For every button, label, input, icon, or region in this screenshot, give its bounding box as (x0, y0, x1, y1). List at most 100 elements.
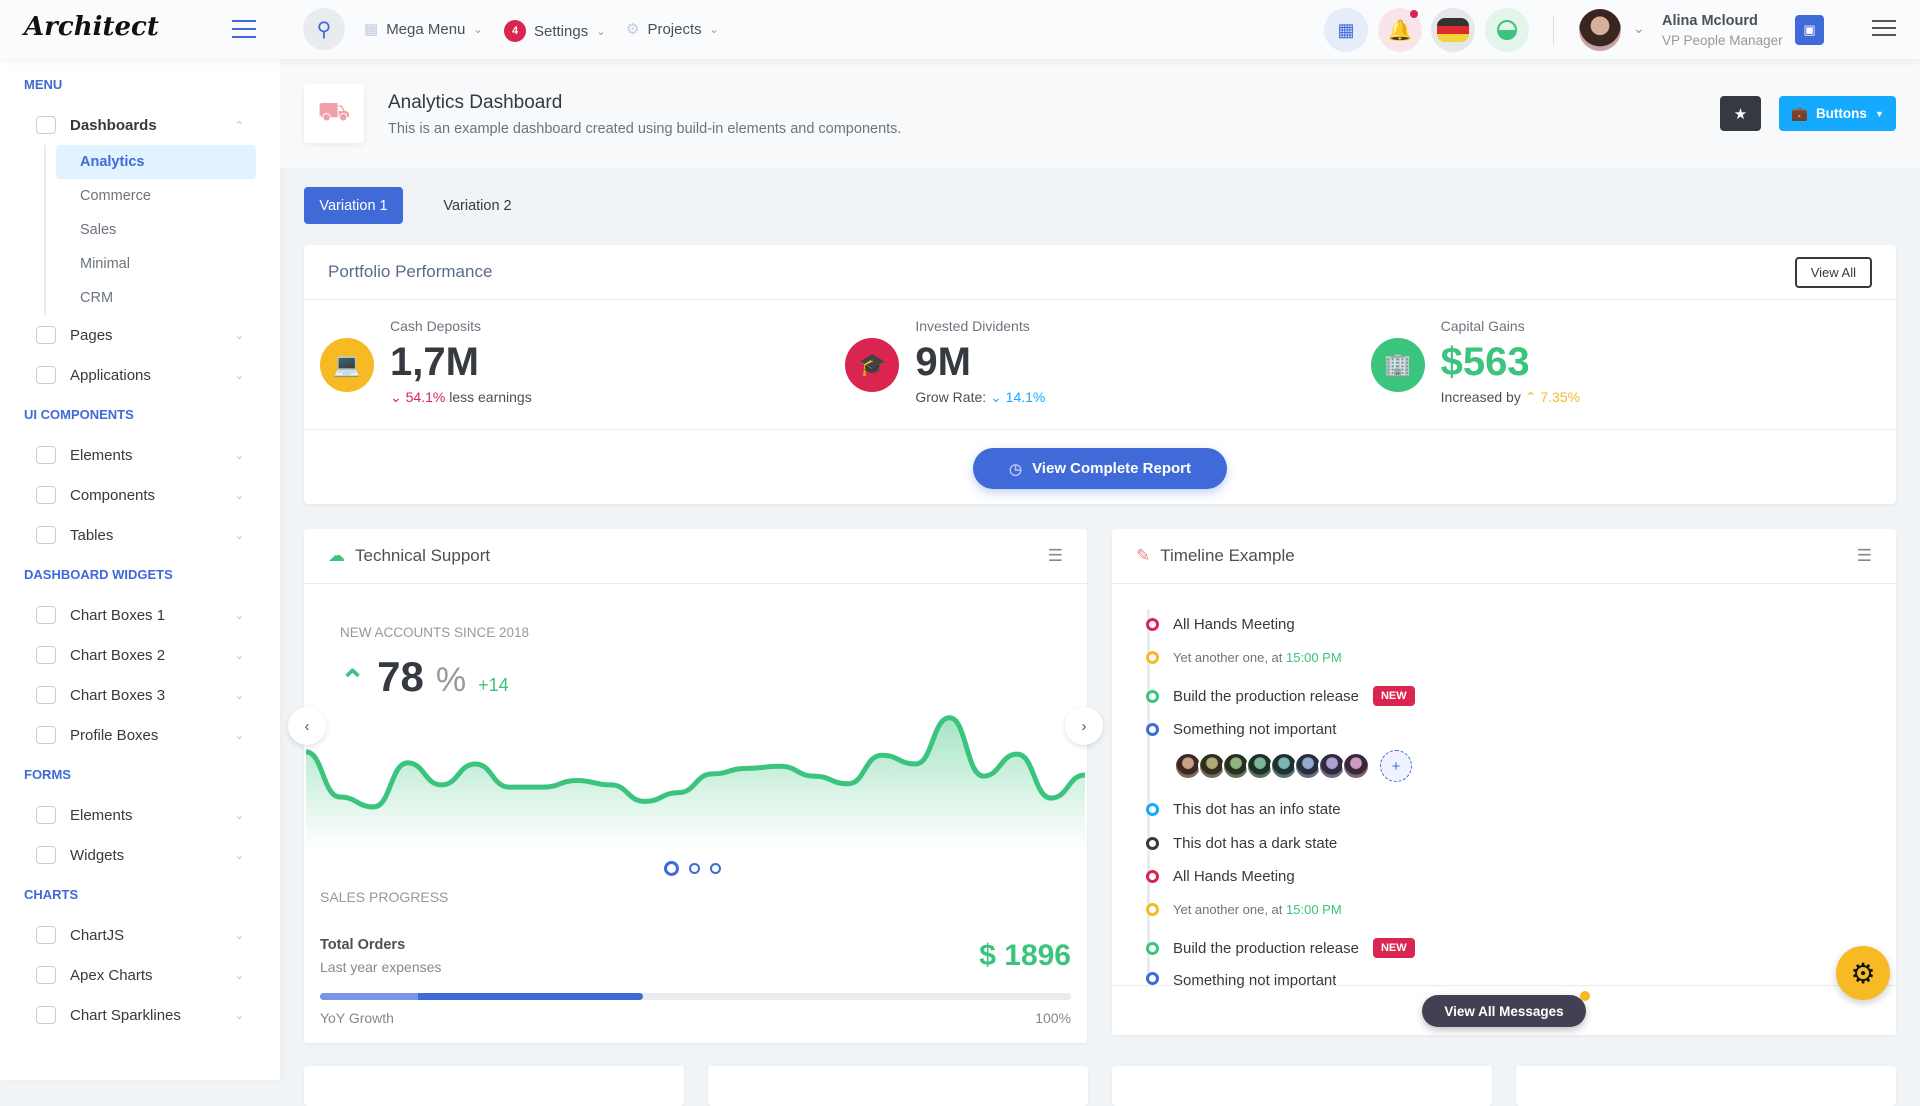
sidebar-item[interactable]: Chart Boxes 3 ⌄ (0, 675, 280, 715)
carousel-dot[interactable] (710, 863, 721, 874)
user-avatar[interactable] (1579, 9, 1621, 51)
avatar[interactable] (1294, 752, 1322, 780)
chevron-down-icon: ⌄ (709, 23, 719, 36)
search-icon: ⚲ (316, 18, 332, 41)
stat-value: 1,7M (390, 340, 479, 384)
tab-variation-2[interactable]: Variation 2 (443, 197, 512, 214)
sidebar-item-label: Elements (70, 446, 133, 464)
sidebar-item[interactable]: Profile Boxes ⌄ (0, 715, 280, 755)
carousel-next-button[interactable]: › (1065, 707, 1103, 745)
settings-badge: 4 (504, 20, 526, 42)
caret-down-icon: ▼ (1874, 108, 1884, 119)
notifications-button[interactable]: 🔔 (1378, 8, 1422, 52)
sidebar-item[interactable]: Chart Boxes 2 ⌄ (0, 635, 280, 675)
cloud-icon: ☁ (328, 546, 345, 565)
paint-icon: ✎ (1136, 546, 1151, 565)
chevron-down-icon[interactable]: ⌄ (1633, 20, 1645, 36)
avatar[interactable] (1246, 752, 1274, 780)
settings-menu[interactable]: 4 Settings ⌄ (504, 20, 605, 42)
menu-item-icon (36, 726, 56, 744)
carousel-dots (664, 861, 721, 876)
timeline-item: Build the production release NEW (1146, 686, 1415, 706)
add-avatar-button[interactable]: + (1380, 750, 1412, 782)
menu-icon[interactable]: ☰ (1856, 546, 1872, 565)
sidebar-item[interactable]: Chart Boxes 1 ⌄ (0, 595, 280, 635)
stat-block: 🏢 Capital Gains $563 Increased by ⌃ 7.35… (1370, 318, 1896, 429)
sidebar-subitem[interactable]: Commerce (80, 188, 151, 204)
menu-icon[interactable]: ☰ (1047, 546, 1063, 565)
theme-settings-button[interactable]: ⚙ (1836, 946, 1890, 1000)
calendar-button[interactable]: ▣ (1795, 15, 1824, 45)
view-complete-report-button[interactable]: ◷ View Complete Report (973, 448, 1227, 489)
card-header: ☁ Technical Support ☰ (304, 529, 1087, 584)
view-all-messages-button[interactable]: View All Messages (1422, 995, 1586, 1027)
menu-item-icon (36, 606, 56, 624)
sidebar-subitem[interactable]: CRM (80, 290, 114, 306)
avatar[interactable] (1174, 752, 1202, 780)
sidebar-item-label: Components (70, 486, 156, 504)
sidebar-item[interactable]: Components ⌄ (0, 475, 280, 515)
sidebar-section-heading: Forms (24, 767, 71, 782)
bottom-card (304, 1066, 684, 1106)
apps-grid-button[interactable]: ▦ (1324, 8, 1368, 52)
sidebar-item[interactable]: Chart Sparklines ⌄ (0, 995, 280, 1035)
tab-variation-1[interactable]: Variation 1 (304, 187, 403, 224)
sidebar-item[interactable]: Applications ⌄ (0, 355, 280, 395)
carousel-dot-active[interactable] (664, 861, 679, 876)
star-icon: ★ (1733, 105, 1748, 123)
timeline-dot (1146, 618, 1159, 631)
stat-value: 9M (915, 340, 971, 384)
sidebar-item[interactable]: ChartJS ⌄ (0, 915, 280, 955)
briefcase-icon: 💼 (1791, 105, 1808, 121)
sidebar-toggle-icon[interactable] (232, 20, 256, 38)
timeline-text: Build the production release (1173, 939, 1359, 957)
page-title-bar: ⛟ Analytics Dashboard This is an example… (280, 59, 1920, 168)
sidebar-item[interactable]: Widgets ⌄ (0, 835, 280, 875)
menu-item-icon (36, 1006, 56, 1024)
technical-support-card: ☁ Technical Support ☰ NEW ACCOUNTS SINCE 2… (288, 529, 1103, 1043)
chevron-up-icon: ⌃ (234, 119, 244, 132)
chevron-down-icon: ⌄ (234, 529, 244, 542)
timeline-item: This dot has a dark state (1146, 835, 1337, 852)
chevron-down-icon: ⌄ (234, 609, 244, 622)
new-badge: NEW (1372, 938, 1415, 958)
sparkline-line (306, 715, 1085, 810)
stat-suffix: less earnings (449, 389, 532, 405)
carousel-prev-button[interactable]: ‹ (288, 707, 326, 745)
sidebar-subitem[interactable]: Analytics (56, 145, 256, 179)
stat-value: $563 (1440, 340, 1530, 384)
view-all-button[interactable]: View All (1794, 256, 1872, 288)
sidebar-item[interactable]: Tables ⌄ (0, 515, 280, 555)
bottom-card (708, 1066, 1088, 1106)
activity-button[interactable] (1485, 8, 1529, 52)
timeline-dot (1146, 941, 1159, 955)
projects-menu[interactable]: ⚙ Projects ⌄ (626, 20, 719, 39)
sidebar-subitem[interactable]: Minimal (80, 256, 130, 272)
favorite-button[interactable]: ★ (1720, 96, 1761, 131)
total-orders-label: Total Orders (320, 937, 406, 953)
germany-flag-icon (1437, 18, 1469, 42)
sidebar-item[interactable]: Pages ⌄ (0, 315, 280, 355)
sidebar-item[interactable]: Dashboards ⌃ (0, 105, 280, 145)
language-button[interactable] (1431, 8, 1475, 52)
gear-icon: ⚙ (1850, 957, 1876, 989)
mega-menu[interactable]: ▦ Mega Menu ⌄ (364, 20, 483, 39)
search-button[interactable]: ⚲ (303, 8, 345, 50)
avatar[interactable] (1342, 752, 1370, 780)
chevron-down-icon: ⌄ (234, 649, 244, 662)
sidebar-item-label: Chart Sparklines (70, 1006, 181, 1024)
sidebar-item[interactable]: Apex Charts ⌄ (0, 955, 280, 995)
sidebar-item[interactable]: Elements ⌄ (0, 435, 280, 475)
options-menu-icon[interactable] (1872, 20, 1896, 36)
sidebar-subitem[interactable]: Sales (80, 222, 117, 238)
accounts-unit: % (435, 661, 467, 699)
buttons-dropdown[interactable]: 💼 Buttons ▼ (1779, 96, 1896, 131)
sidebar-item[interactable]: Elements ⌄ (0, 795, 280, 835)
chevron-down-icon: ⌄ (234, 489, 244, 502)
divider (1553, 15, 1554, 45)
settings-label: Settings (534, 22, 589, 40)
timeline-item: All Hands Meeting (1146, 616, 1295, 633)
stat-label: Capital Gains (1440, 318, 1525, 334)
carousel-dot[interactable] (689, 863, 700, 874)
timeline-dot (1146, 723, 1159, 736)
